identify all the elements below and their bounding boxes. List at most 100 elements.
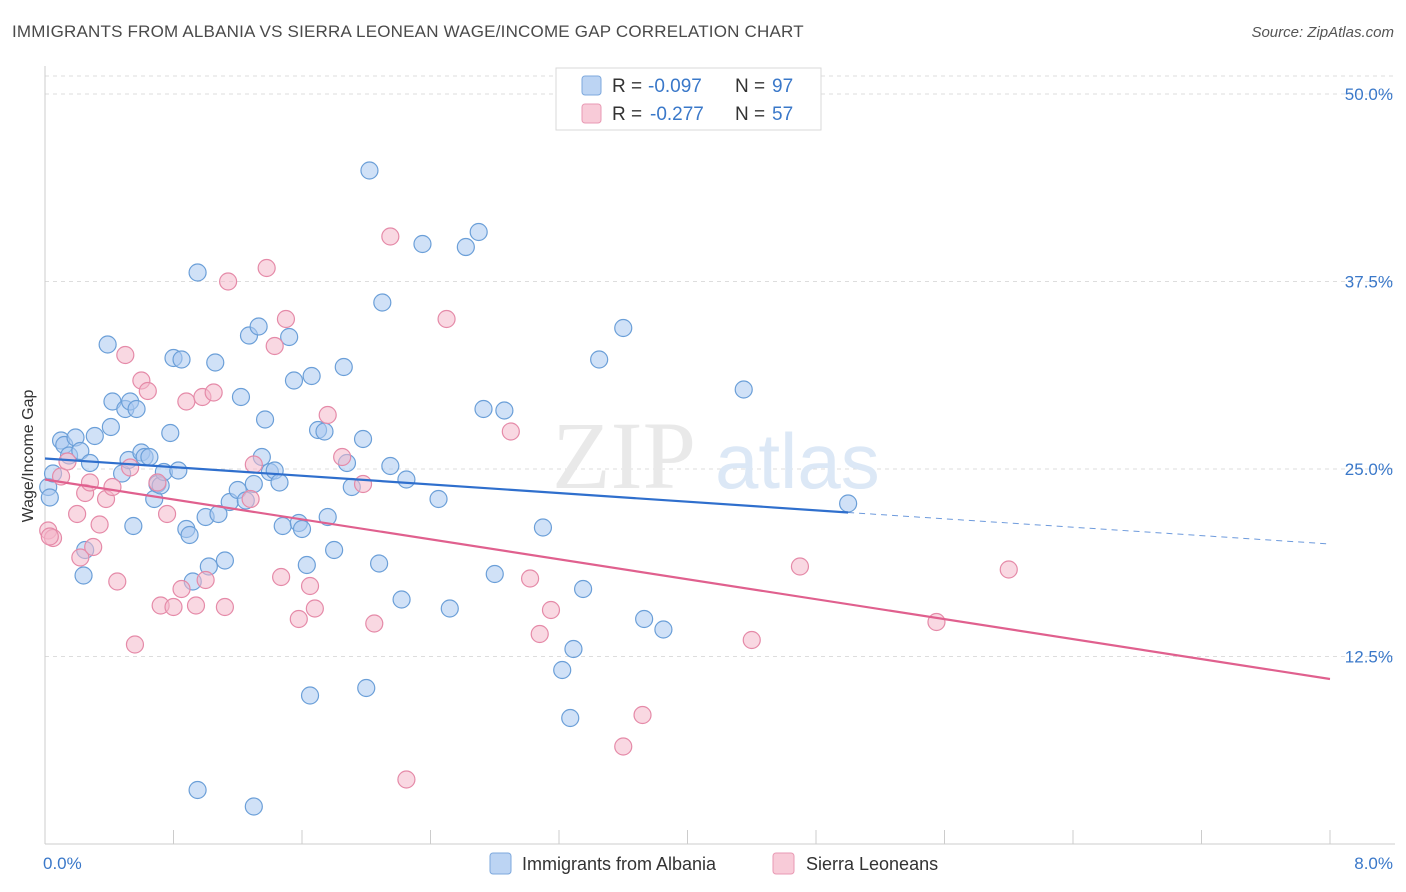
albania-point — [98, 335, 117, 354]
albania-point — [533, 518, 553, 537]
sierra-point — [90, 515, 109, 534]
sierra-point — [241, 489, 260, 509]
sierra-point — [108, 572, 127, 591]
albania-point — [127, 399, 146, 419]
sierra-point — [353, 474, 373, 494]
sierra-point — [125, 635, 145, 654]
sierra-point — [365, 614, 384, 633]
legend-n-label-1: N = — [735, 76, 765, 97]
sierra-point — [116, 345, 135, 365]
sierra-point — [157, 504, 177, 524]
albania-point — [440, 599, 459, 618]
albania-point — [315, 422, 334, 441]
sierra-point — [84, 537, 103, 557]
bottom-legend-label-albania: Immigrants from Albania — [522, 854, 717, 874]
sierra-point — [333, 447, 352, 467]
albania-point — [101, 417, 120, 437]
gridlines — [45, 75, 1395, 657]
sierra-point — [177, 392, 196, 411]
albania-point — [169, 461, 188, 480]
albania-point — [573, 579, 593, 599]
albania-point — [270, 473, 289, 492]
legend-n-label-2: N = — [735, 104, 765, 125]
albania-point — [85, 426, 104, 446]
sierra-point — [501, 422, 520, 441]
legend-r-label-2: R = — [612, 104, 642, 125]
albania-point — [839, 494, 858, 513]
albania-point — [654, 620, 673, 639]
albania-point — [353, 429, 373, 449]
albania-point — [318, 507, 337, 527]
albania-point — [244, 474, 263, 494]
sierra-trend-line — [44, 478, 1331, 681]
bottom-legend-swatch-sierra — [772, 852, 795, 875]
sierra-point — [530, 624, 549, 644]
albania-point — [292, 519, 312, 539]
bottom-legend-swatch-albania — [489, 852, 512, 875]
sierra-point — [121, 458, 140, 477]
bottom-legend-label-sierra: Sierra Leoneans — [806, 854, 938, 874]
albania-point — [373, 293, 392, 312]
sierra-point — [215, 597, 234, 617]
albania-point — [188, 780, 207, 800]
albania-point — [280, 327, 299, 347]
watermark-zip: ZIP — [552, 402, 696, 509]
sierra-point — [318, 405, 337, 425]
chart-title: IMMIGRANTS FROM ALBANIA VS SIERRA LEONEA… — [12, 22, 804, 41]
sierra-point — [999, 560, 1018, 579]
sierra-point — [164, 597, 183, 617]
legend-swatch-sierra — [581, 103, 602, 124]
albania-point — [161, 423, 180, 443]
albania-point — [206, 353, 225, 372]
watermark-atlas: atlas — [715, 417, 880, 505]
axes — [44, 66, 1395, 845]
sierra-point — [186, 596, 206, 615]
albania-point — [381, 456, 400, 476]
albania-point — [74, 566, 93, 585]
albania-point — [357, 678, 376, 698]
sierra-point — [742, 630, 761, 650]
y-tick-label: 12.5% — [1345, 648, 1393, 667]
albania-point — [456, 237, 475, 257]
y-tick-label: 25.0% — [1345, 460, 1393, 479]
albania-point — [590, 350, 609, 369]
albania-point — [553, 660, 572, 680]
tick-labels: 12.5% 25.0% 37.5% 50.0% — [1345, 85, 1393, 667]
x-tick-max: 8.0% — [1354, 854, 1393, 873]
sierra-point — [265, 336, 284, 356]
legend-n-value-2: 57 — [772, 104, 793, 125]
albania-point — [300, 686, 320, 705]
albania-point — [172, 350, 191, 369]
albania-point — [495, 401, 514, 420]
albania-trend-line — [44, 457, 849, 514]
sierra-point — [103, 477, 122, 497]
albania-point — [140, 447, 159, 467]
albania-point — [429, 489, 448, 509]
sierra-point — [257, 258, 276, 278]
albania-point — [325, 540, 344, 560]
albania-point — [334, 357, 353, 377]
albania-point — [734, 380, 753, 399]
sierra-point — [272, 567, 291, 587]
albania-point — [614, 318, 633, 338]
albania-point — [71, 441, 90, 461]
legend-r-value-1: -0.097 — [648, 76, 702, 97]
albania-point — [397, 470, 416, 489]
albania-point — [244, 797, 263, 816]
sierra-point — [520, 569, 540, 588]
sierra-point — [289, 609, 308, 629]
legend-r-value-2: -0.277 — [650, 104, 704, 125]
albania-point — [561, 708, 580, 728]
albania-point — [215, 551, 234, 570]
sierra-point — [276, 309, 296, 329]
albania-point — [370, 554, 389, 573]
albania-point — [255, 410, 275, 429]
sierra-point — [244, 455, 263, 474]
albania-point — [469, 222, 488, 242]
sierra-point — [138, 381, 157, 401]
albania-point — [564, 639, 583, 659]
albania-point — [273, 516, 292, 536]
legend: R = -0.097 N = 97 R = -0.277 N = 57 — [555, 67, 822, 131]
y-tick-label: 50.0% — [1345, 85, 1393, 104]
